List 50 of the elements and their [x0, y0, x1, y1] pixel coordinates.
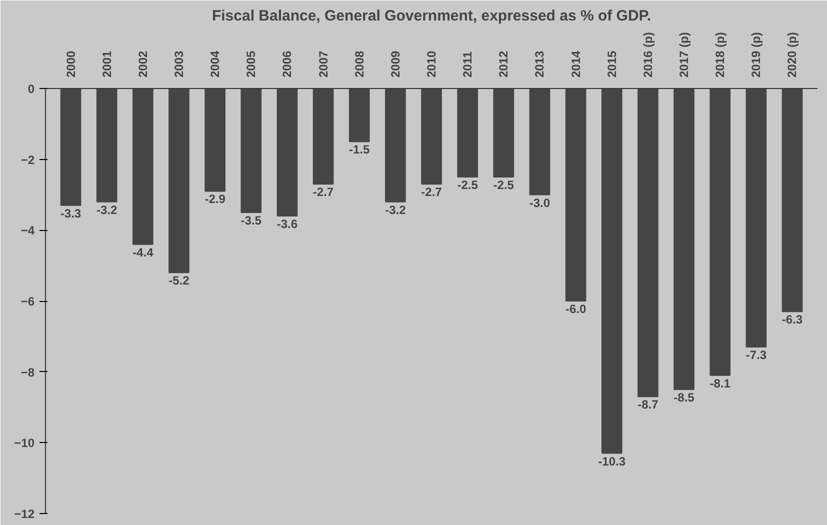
- x-tick-label: 2007: [316, 50, 330, 78]
- y-tick-label: 0: [28, 82, 35, 96]
- x-tick-label: 2019 (p): [749, 32, 764, 78]
- data-label: -4.4: [132, 245, 154, 260]
- x-tick-label: 2005: [244, 50, 258, 78]
- x-tick-label: 2016 (p): [640, 32, 655, 78]
- x-tick-label: 2008: [352, 50, 366, 78]
- x-tick-label: 2014: [568, 50, 583, 78]
- x-tick-label: 2012: [496, 50, 511, 78]
- data-label: -3.2: [385, 202, 406, 217]
- x-tick-label: 2010: [424, 50, 438, 78]
- data-label: -6.3: [782, 312, 803, 327]
- data-label: -5.2: [168, 274, 190, 288]
- data-label: -2.5: [493, 178, 514, 192]
- data-label: -3.0: [529, 196, 550, 210]
- y-tick-label: −4: [20, 224, 35, 238]
- x-tick-label: 2001: [100, 50, 114, 78]
- data-label: -8.1: [710, 376, 731, 390]
- data-label: -3.3: [60, 206, 82, 220]
- x-tick-label: 2011: [460, 51, 475, 78]
- data-label: -3.6: [276, 217, 298, 231]
- data-label: -8.7: [638, 398, 659, 412]
- chart-title: Fiscal Balance, General Government, expressed as % of GDP.: [212, 8, 652, 24]
- data-label: -7.3: [746, 348, 767, 362]
- x-tick-label: 2004: [208, 50, 222, 78]
- data-label: -1.5: [349, 142, 370, 157]
- x-tick-label: 2013: [532, 50, 547, 78]
- data-label: -2.9: [204, 192, 226, 206]
- data-label: -2.5: [457, 178, 478, 192]
- x-tick-label: 2002: [136, 50, 150, 78]
- data-label: -2.7: [421, 185, 442, 200]
- x-tick-label: 2003: [172, 50, 186, 78]
- x-tick-label: 2020 (p): [785, 32, 800, 78]
- y-tick-label: −12: [14, 507, 35, 521]
- x-tick-label: 2000: [64, 50, 78, 78]
- data-label: -2.7: [312, 185, 334, 200]
- y-tick-label: −2: [20, 152, 35, 167]
- y-tick-label: −6: [20, 294, 35, 308]
- data-label: -3.5: [240, 213, 262, 228]
- x-tick-label: 2009: [388, 50, 402, 78]
- data-label: -8.5: [674, 390, 695, 405]
- x-tick-label: 2015: [604, 50, 619, 78]
- x-tick-label: 2006: [280, 50, 294, 78]
- y-tick-label: −8: [20, 365, 35, 380]
- data-label: -3.2: [96, 202, 118, 217]
- x-tick-label: 2018 (p): [713, 32, 728, 78]
- x-tick-label: 2017 (p): [677, 32, 692, 78]
- data-label: -6.0: [565, 302, 586, 316]
- data-label: -10.3: [598, 454, 626, 468]
- y-tick-label: −10: [14, 436, 35, 450]
